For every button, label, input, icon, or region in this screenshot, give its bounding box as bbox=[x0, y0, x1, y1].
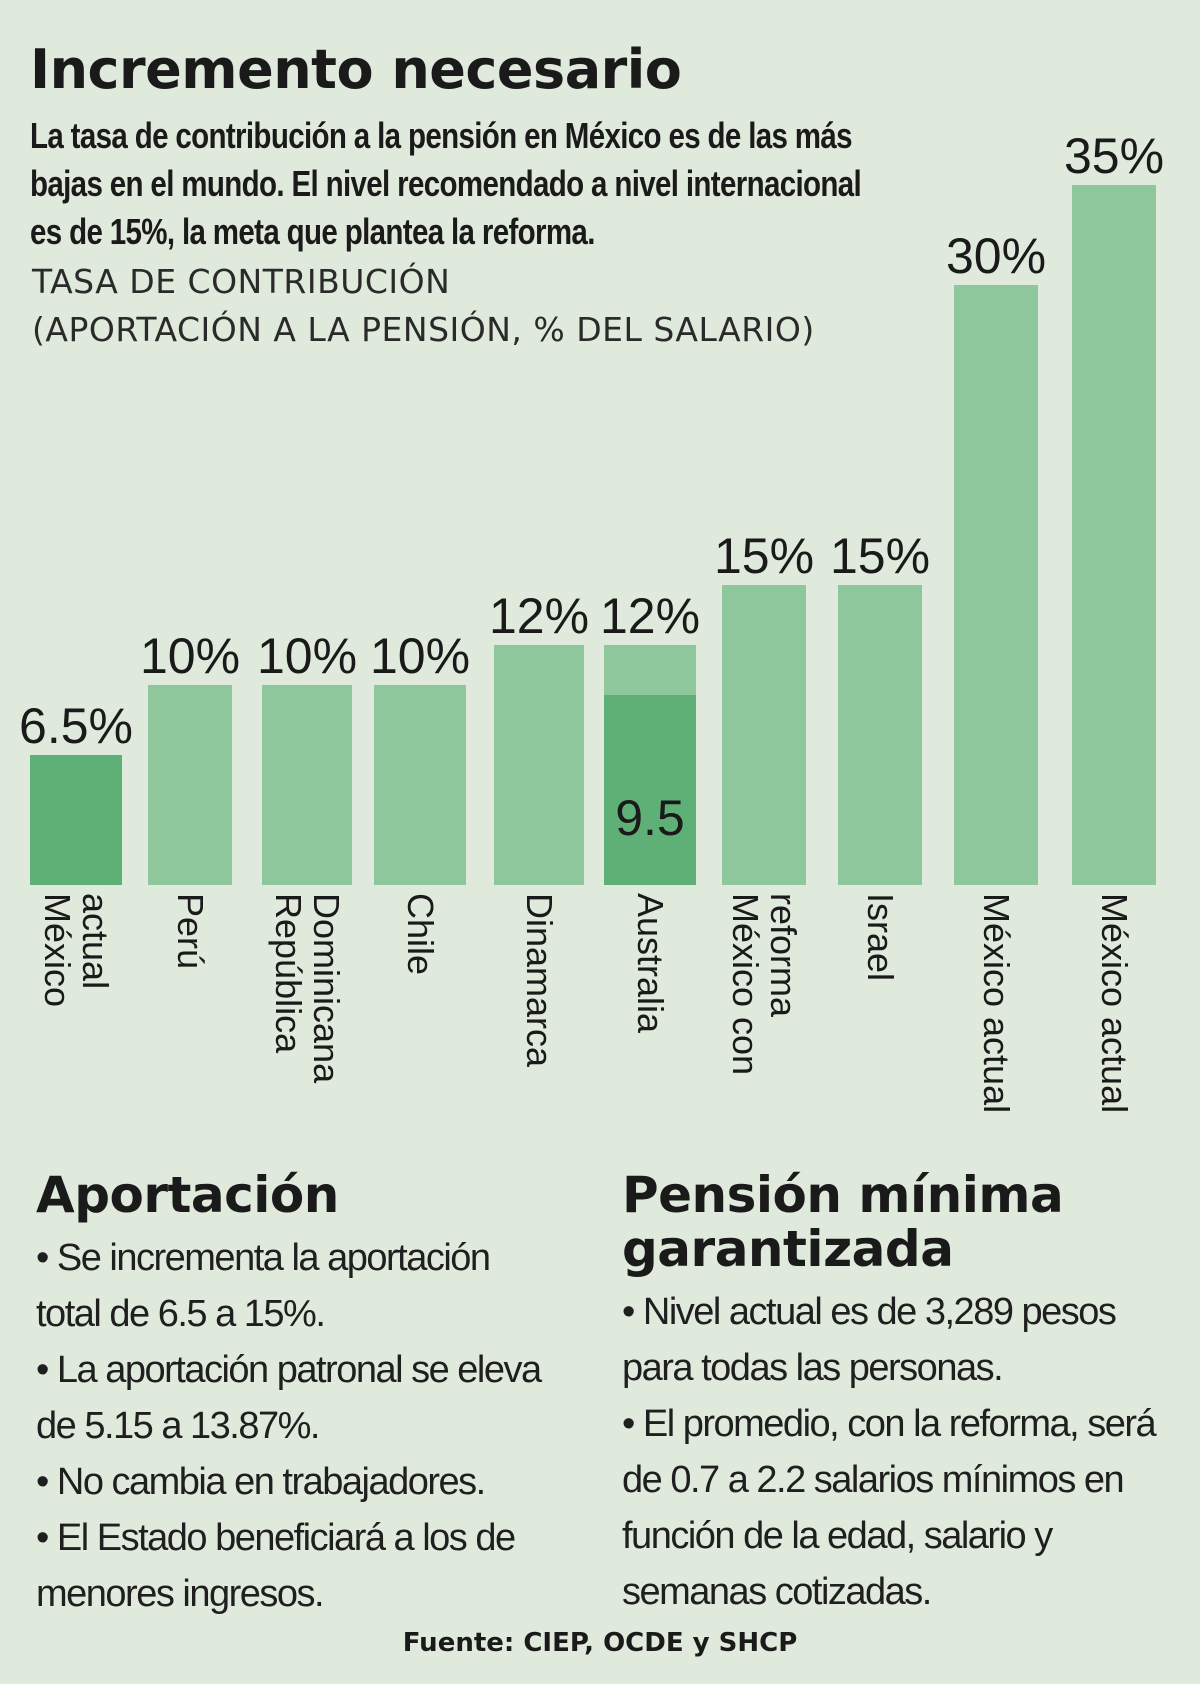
category-label-line: Dominicana bbox=[306, 893, 347, 1084]
category-label: Israel bbox=[860, 893, 901, 981]
category-label-line: México actual bbox=[976, 893, 1017, 1113]
section-aportacion: Aportación Se incrementa la aportación t… bbox=[36, 1168, 556, 1622]
list-item: Se incrementa la aportación total de 6.5… bbox=[36, 1230, 556, 1342]
bar bbox=[1072, 185, 1156, 885]
bar bbox=[30, 755, 122, 885]
bar bbox=[262, 685, 352, 885]
chart-subtitle: La tasa de contribución a la pensión en … bbox=[30, 115, 862, 252]
category-label-line: México con bbox=[725, 893, 766, 1075]
axis-caption-line1: TASA DE CONTRIBUCIÓN bbox=[32, 262, 451, 301]
axis-caption: TASA DE CONTRIBUCIÓN (APORTACIÓN A LA PE… bbox=[32, 258, 815, 354]
value-label: 35% bbox=[1064, 128, 1164, 184]
list-item: El promedio, con la reforma, será de 0.7… bbox=[622, 1396, 1162, 1620]
bullet-list: Se incrementa la aportación total de 6.5… bbox=[36, 1230, 556, 1622]
bar bbox=[838, 585, 922, 885]
bar bbox=[494, 645, 584, 885]
value-label: 10% bbox=[370, 628, 470, 684]
value-label: 15% bbox=[830, 528, 930, 584]
list-item: La aportación patronal se eleva de 5.15 … bbox=[36, 1342, 556, 1454]
category-label-line: México bbox=[37, 893, 78, 1007]
category-label-line: México actual bbox=[1094, 893, 1135, 1113]
section-heading: Aportación bbox=[36, 1166, 339, 1224]
category-label: Chile bbox=[400, 893, 441, 975]
list-item: Nivel actual es de 3,289 pesos para toda… bbox=[622, 1284, 1162, 1396]
list-item: No cambia en trabajadores. bbox=[36, 1454, 556, 1510]
category-label-line: República bbox=[268, 893, 309, 1054]
bar-segment bbox=[604, 695, 696, 885]
category-label: Australia bbox=[630, 893, 671, 1034]
bullet-list: Nivel actual es de 3,289 pesos para toda… bbox=[622, 1284, 1162, 1620]
value-label: 30% bbox=[946, 228, 1046, 284]
category-label-line: Israel bbox=[860, 893, 901, 981]
value-label: 15% bbox=[714, 528, 814, 584]
category-label-line: Chile bbox=[400, 893, 441, 975]
source-note: Fuente: CIEP, OCDE y SHCP bbox=[402, 1628, 798, 1658]
category-label-line: reforma bbox=[763, 893, 804, 1018]
category-label-line: actual bbox=[75, 893, 116, 989]
segment-label: 9.5 bbox=[615, 790, 685, 846]
category-label: Dinamarca bbox=[519, 893, 560, 1068]
section-heading: Pensión mínima garantizada bbox=[622, 1166, 1064, 1278]
bar bbox=[954, 285, 1038, 885]
category-label: México actual bbox=[976, 893, 1017, 1113]
section-pension-minima: Pensión mínima garantizada Nivel actual … bbox=[622, 1168, 1162, 1620]
list-item: El Estado beneficiará a los de menores i… bbox=[36, 1510, 556, 1622]
chart-title: Incremento necesario bbox=[30, 38, 682, 101]
category-label-line: Dinamarca bbox=[519, 893, 560, 1068]
value-label: 12% bbox=[489, 588, 589, 644]
bar bbox=[374, 685, 466, 885]
value-label: 12% bbox=[600, 588, 700, 644]
category-label: Perú bbox=[170, 893, 211, 969]
bar bbox=[148, 685, 232, 885]
bar bbox=[722, 585, 806, 885]
axis-caption-line2: (APORTACIÓN A LA PENSIÓN, % DEL SALARIO) bbox=[32, 310, 815, 349]
category-label-line: Australia bbox=[630, 893, 671, 1034]
value-label: 6.5% bbox=[19, 698, 133, 754]
category-label: México actual bbox=[1094, 893, 1135, 1113]
category-label-line: Perú bbox=[170, 893, 211, 969]
value-label: 10% bbox=[140, 628, 240, 684]
value-label: 10% bbox=[257, 628, 357, 684]
